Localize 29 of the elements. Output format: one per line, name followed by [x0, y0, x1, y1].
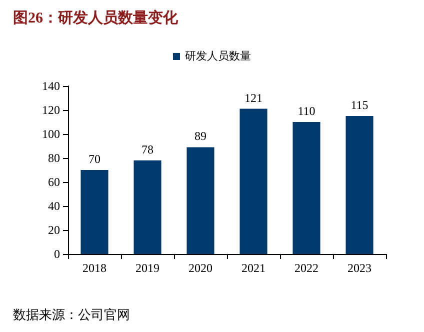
data-label: 110 — [298, 104, 316, 118]
bar — [134, 160, 162, 254]
bar — [80, 170, 108, 254]
data-label: 121 — [244, 90, 262, 105]
y-tick-label: 120 — [42, 103, 60, 117]
y-tick-label: 140 — [42, 79, 60, 93]
chart-title: 图26：研发人员数量变化 — [13, 8, 179, 26]
y-tick-label: 20 — [48, 223, 60, 237]
data-label: 115 — [350, 98, 368, 112]
x-tick-label: 2023 — [348, 261, 372, 275]
data-label: 89 — [194, 129, 206, 144]
bar — [240, 108, 268, 254]
source-note: 数据来源：公司官网 — [13, 307, 130, 322]
bar — [292, 122, 320, 254]
x-tick-label: 2018 — [82, 261, 106, 275]
x-tick-label: 2021 — [242, 261, 266, 275]
data-label: 78 — [142, 142, 154, 156]
y-tick-label: 40 — [48, 199, 60, 213]
y-tick-label: 0 — [54, 247, 60, 261]
data-label: 70 — [88, 152, 100, 166]
y-tick-label: 100 — [42, 127, 60, 141]
x-tick-label: 2019 — [136, 261, 160, 275]
x-tick-label: 2020 — [188, 261, 212, 275]
legend-label: 研发人员数量 — [185, 50, 251, 62]
bar — [346, 116, 374, 254]
y-tick-label: 60 — [48, 175, 60, 189]
bar — [186, 147, 214, 254]
x-tick-label: 2022 — [294, 261, 318, 275]
y-tick-label: 80 — [48, 151, 60, 165]
